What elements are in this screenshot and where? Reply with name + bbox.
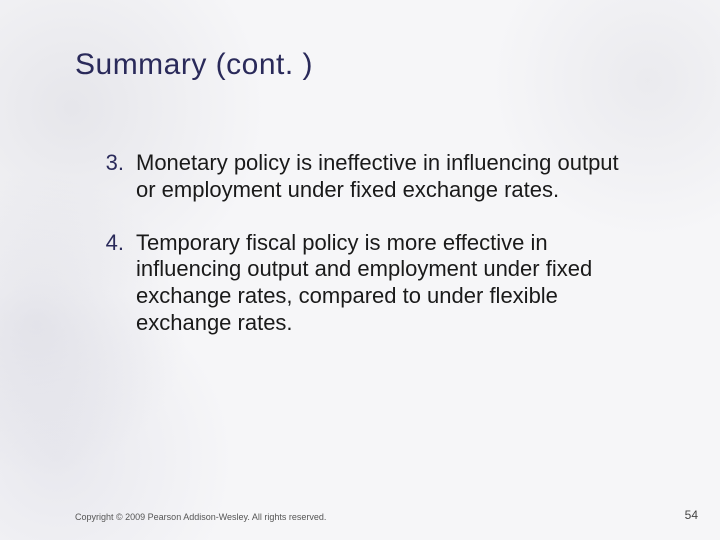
slide-title: Summary (cont. ) [75,48,313,82]
copyright-footer: Copyright © 2009 Pearson Addison-Wesley.… [75,512,326,522]
slide: Summary (cont. ) 3. Monetary policy is i… [0,0,720,540]
content-area: 3. Monetary policy is ineffective in inf… [80,150,640,363]
list-item: 4. Temporary fiscal policy is more effec… [80,230,640,337]
page-number: 54 [685,508,698,522]
list-text: Temporary fiscal policy is more effectiv… [136,230,640,337]
list-item: 3. Monetary policy is ineffective in inf… [80,150,640,204]
list-number: 4. [80,230,136,337]
list-number: 3. [80,150,136,204]
list-text: Monetary policy is ineffective in influe… [136,150,640,204]
